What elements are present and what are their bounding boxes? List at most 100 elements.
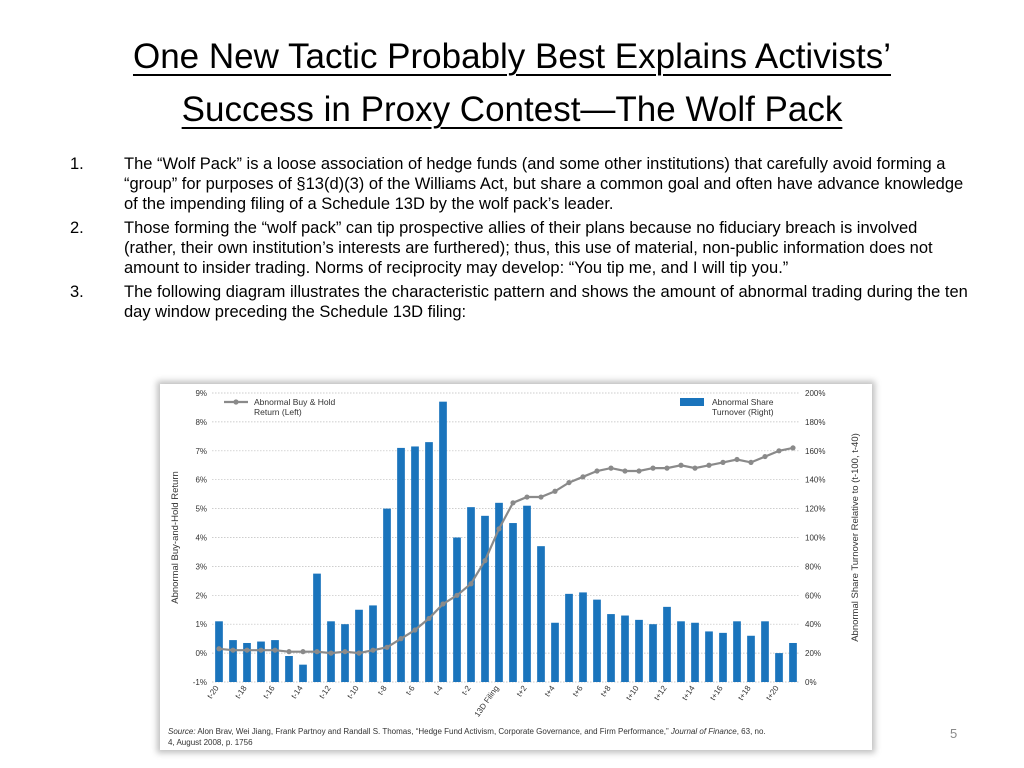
y-left-tick-label: 3% xyxy=(195,562,207,571)
source-label: Source: xyxy=(168,727,196,736)
y-left-tick-label: 4% xyxy=(195,534,207,543)
turnover-bar xyxy=(285,655,293,682)
turnover-bar xyxy=(257,641,265,682)
y-right-tick-label: 100% xyxy=(805,534,825,543)
y-left-tick-label: 0% xyxy=(195,649,207,658)
return-point xyxy=(426,615,432,622)
return-point xyxy=(762,453,768,460)
legend-line-label: Abnormal Buy & Hold xyxy=(254,397,336,407)
x-tick-label: t+2 xyxy=(515,684,529,699)
y-right-tick-label: 60% xyxy=(805,591,821,600)
turnover-bar xyxy=(663,606,671,682)
list-item-number: 2. xyxy=(70,219,84,237)
turnover-bar xyxy=(271,640,279,682)
turnover-bar xyxy=(551,622,559,682)
numbered-list: 1. The “Wolf Pack” is a loose associatio… xyxy=(70,154,970,326)
x-tick-label: t-14 xyxy=(289,684,305,701)
y-left-tick-label: 1% xyxy=(195,620,207,629)
slide-title: One New Tactic Probably Best Explains Ac… xyxy=(40,30,984,136)
legend-line-marker xyxy=(233,399,239,405)
y-right-tick-label: 200% xyxy=(805,389,825,398)
y-left-tick-label: 9% xyxy=(195,389,207,398)
y-left-tick-label: 5% xyxy=(195,505,207,514)
wolf-pack-chart: -1% 0% 0% 20% 1% 40% 2% 60% 3% 80% 4% 100% 5% 120% 6% 1… xyxy=(170,389,861,719)
turnover-bar xyxy=(649,624,657,682)
turnover-bar xyxy=(509,523,517,682)
return-point xyxy=(272,647,278,653)
legend-bar-swatch xyxy=(680,398,704,406)
turnover-bar xyxy=(439,401,447,682)
legend-bar-label: Turnover (Right) xyxy=(712,407,774,417)
y-right-tick-label: 160% xyxy=(805,447,825,456)
x-tick-label: t-18 xyxy=(233,684,249,701)
turnover-bar xyxy=(691,622,699,682)
turnover-bar xyxy=(719,632,727,682)
y-right-tick-label: 80% xyxy=(805,562,821,571)
turnover-bar xyxy=(229,640,237,682)
return-point xyxy=(342,649,348,655)
x-tick-label: t+10 xyxy=(624,684,641,703)
source-journal: Journal of Finance xyxy=(670,727,737,736)
turnover-bar xyxy=(775,653,783,682)
turnover-bar xyxy=(299,664,307,682)
y-left-tick-label: 8% xyxy=(195,418,207,427)
return-point xyxy=(356,650,362,656)
x-tick-label: t-20 xyxy=(205,684,221,701)
x-tick-label: t-2 xyxy=(460,684,473,697)
return-point xyxy=(286,649,292,655)
chart-source-note: Source: Alon Brav, Wei Jiang, Frank Part… xyxy=(168,726,768,748)
x-tick-label: t+6 xyxy=(571,684,585,699)
turnover-bar xyxy=(215,621,223,682)
y-right-tick-label: 120% xyxy=(805,505,825,514)
y-right-tick-label: 20% xyxy=(805,649,821,658)
return-point xyxy=(580,474,586,480)
return-point xyxy=(482,558,488,564)
turnover-bar xyxy=(355,609,363,682)
y-right-axis-label: Abnormal Share Turnover Relative to (t-1… xyxy=(850,433,861,642)
y-right-tick-label: 0% xyxy=(805,678,817,687)
list-item-text: Those forming the “wolf pack” can tip pr… xyxy=(124,219,933,277)
return-point xyxy=(720,459,726,465)
list-item-number: 3. xyxy=(70,283,84,301)
return-point xyxy=(216,646,222,652)
turnover-bar xyxy=(789,642,797,682)
return-point xyxy=(608,465,614,471)
x-tick-label: 13D Filing xyxy=(473,684,501,719)
x-tick-label: t-16 xyxy=(261,684,277,701)
turnover-bar xyxy=(495,502,503,682)
x-tick-label: t-6 xyxy=(404,684,417,697)
return-point xyxy=(636,468,642,474)
x-tick-label: t+8 xyxy=(599,684,613,699)
return-point xyxy=(510,500,516,506)
return-point xyxy=(440,601,446,607)
turnover-bar xyxy=(747,635,755,682)
x-tick-label: t+16 xyxy=(708,684,725,703)
source-text-after: , 63, no. 4, August 2008, p. 1756 xyxy=(168,727,766,747)
return-point xyxy=(664,465,670,471)
turnover-bar xyxy=(523,505,531,682)
x-tick-label: t+12 xyxy=(652,684,669,703)
return-point xyxy=(370,647,376,653)
x-tick-label: t-12 xyxy=(317,684,333,701)
return-point xyxy=(734,456,740,463)
wolf-pack-chart-figure: -1% 0% 0% 20% 1% 40% 2% 60% 3% 80% 4% 100% 5% 120% 6% 1… xyxy=(160,384,872,750)
list-item-text: The following diagram illustrates the ch… xyxy=(124,283,968,321)
return-point xyxy=(622,468,628,474)
turnover-bar xyxy=(537,546,545,682)
x-tick-label: t-4 xyxy=(432,684,445,697)
return-line xyxy=(218,446,794,655)
return-point xyxy=(328,650,334,656)
legend-bar-label: Abnormal Share xyxy=(712,397,774,407)
return-point xyxy=(552,488,558,494)
return-point xyxy=(790,445,796,451)
x-tick-label: t-10 xyxy=(345,684,361,701)
return-point xyxy=(412,627,418,633)
turnover-bar xyxy=(565,593,573,682)
return-point xyxy=(384,644,390,650)
turnover-bar xyxy=(635,619,643,682)
turnover-bar xyxy=(481,515,489,682)
turnover-bar xyxy=(425,442,433,682)
turnover-bar xyxy=(761,621,769,682)
turnover-bar xyxy=(677,621,685,682)
y-left-tick-label: -1% xyxy=(193,678,207,687)
